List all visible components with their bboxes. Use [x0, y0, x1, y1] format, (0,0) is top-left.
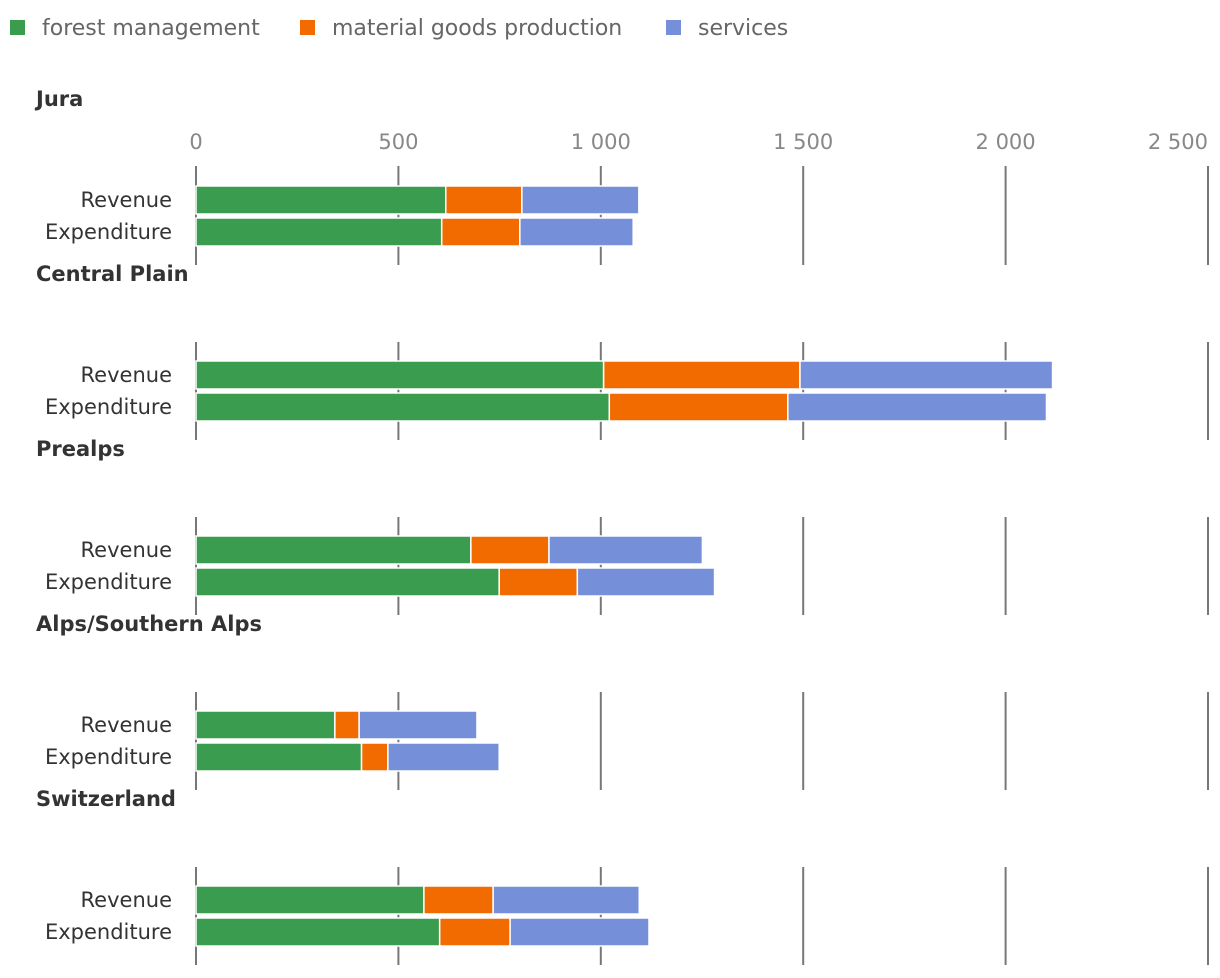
row-label: Revenue	[81, 538, 172, 562]
bar-segment	[519, 217, 634, 247]
bar-segment	[498, 567, 579, 597]
panel-title: Alps/Southern Alps	[36, 612, 262, 636]
bar-segment	[509, 917, 650, 947]
panel-title: Switzerland	[36, 787, 176, 811]
bar-segment	[195, 392, 611, 422]
row-label: Revenue	[81, 188, 172, 212]
legend-item: material goods production	[300, 16, 622, 41]
row-label: Expenditure	[45, 745, 172, 769]
panel-title: Central Plain	[36, 262, 189, 286]
bar-segment	[602, 360, 801, 390]
bar-segment	[195, 360, 605, 390]
x-tick-label: 1 500	[773, 130, 833, 154]
chart-panels: Jura 0 500 1 000 1 500 2 000 2 500 Revenue Expen…	[34, 87, 1209, 965]
x-tick-label: 2 000	[976, 130, 1036, 154]
row-label: Revenue	[81, 888, 172, 912]
x-tick-label: 0	[189, 130, 202, 154]
row-label: Expenditure	[45, 395, 172, 419]
x-tick-label: 500	[378, 130, 418, 154]
legend-swatch	[666, 20, 681, 35]
bar-segment	[576, 567, 716, 597]
panel: Prealps Revenue Expenditure	[36, 437, 1209, 615]
legend-label: material goods production	[332, 16, 622, 41]
panel: Alps/Southern Alps Revenue Expenditure	[36, 612, 1209, 790]
x-tick-label: 1 000	[571, 130, 631, 154]
bar-segment	[360, 742, 389, 772]
bar-segment	[195, 217, 443, 247]
bar-segment	[358, 710, 478, 740]
row-label: Expenditure	[45, 570, 172, 594]
bar-segment	[787, 392, 1048, 422]
legend: forest management material goods producti…	[10, 16, 788, 41]
bar-segment	[521, 185, 640, 215]
bar-segment	[608, 392, 789, 422]
bar-segment	[195, 567, 500, 597]
bar-segment	[334, 710, 360, 740]
row-label: Revenue	[81, 713, 172, 737]
bar-segment	[195, 885, 425, 915]
x-tick-label: 2 500	[1148, 130, 1208, 154]
legend-label: forest management	[42, 16, 260, 41]
bar-segment	[492, 885, 641, 915]
bar-segment	[195, 185, 447, 215]
bar-segment	[438, 917, 511, 947]
bar-segment	[799, 360, 1054, 390]
bar-segment	[548, 535, 704, 565]
panel-title: Prealps	[36, 437, 125, 461]
bar-segment	[195, 535, 472, 565]
legend-swatch	[10, 20, 25, 35]
legend-item: forest management	[10, 16, 260, 41]
bar-segment	[470, 535, 550, 565]
panel: Central Plain Revenue Expenditure	[36, 262, 1209, 440]
bar-segment	[387, 742, 500, 772]
row-label: Expenditure	[45, 920, 172, 944]
legend-swatch	[300, 20, 315, 35]
bar-segment	[445, 185, 523, 215]
row-label: Expenditure	[45, 220, 172, 244]
panel: Switzerland Revenue Expenditure	[36, 787, 1209, 965]
panel: Jura 0 500 1 000 1 500 2 000 2 500 Revenue Expen…	[34, 87, 1209, 265]
bar-segment	[440, 217, 521, 247]
legend-label: services	[698, 16, 788, 41]
bar-segment	[195, 710, 336, 740]
legend-item: services	[666, 16, 788, 41]
row-label: Revenue	[81, 363, 172, 387]
bar-segment	[195, 917, 441, 947]
panel-title: Jura	[34, 87, 83, 111]
bar-segment	[423, 885, 494, 915]
bar-segment	[195, 742, 363, 772]
